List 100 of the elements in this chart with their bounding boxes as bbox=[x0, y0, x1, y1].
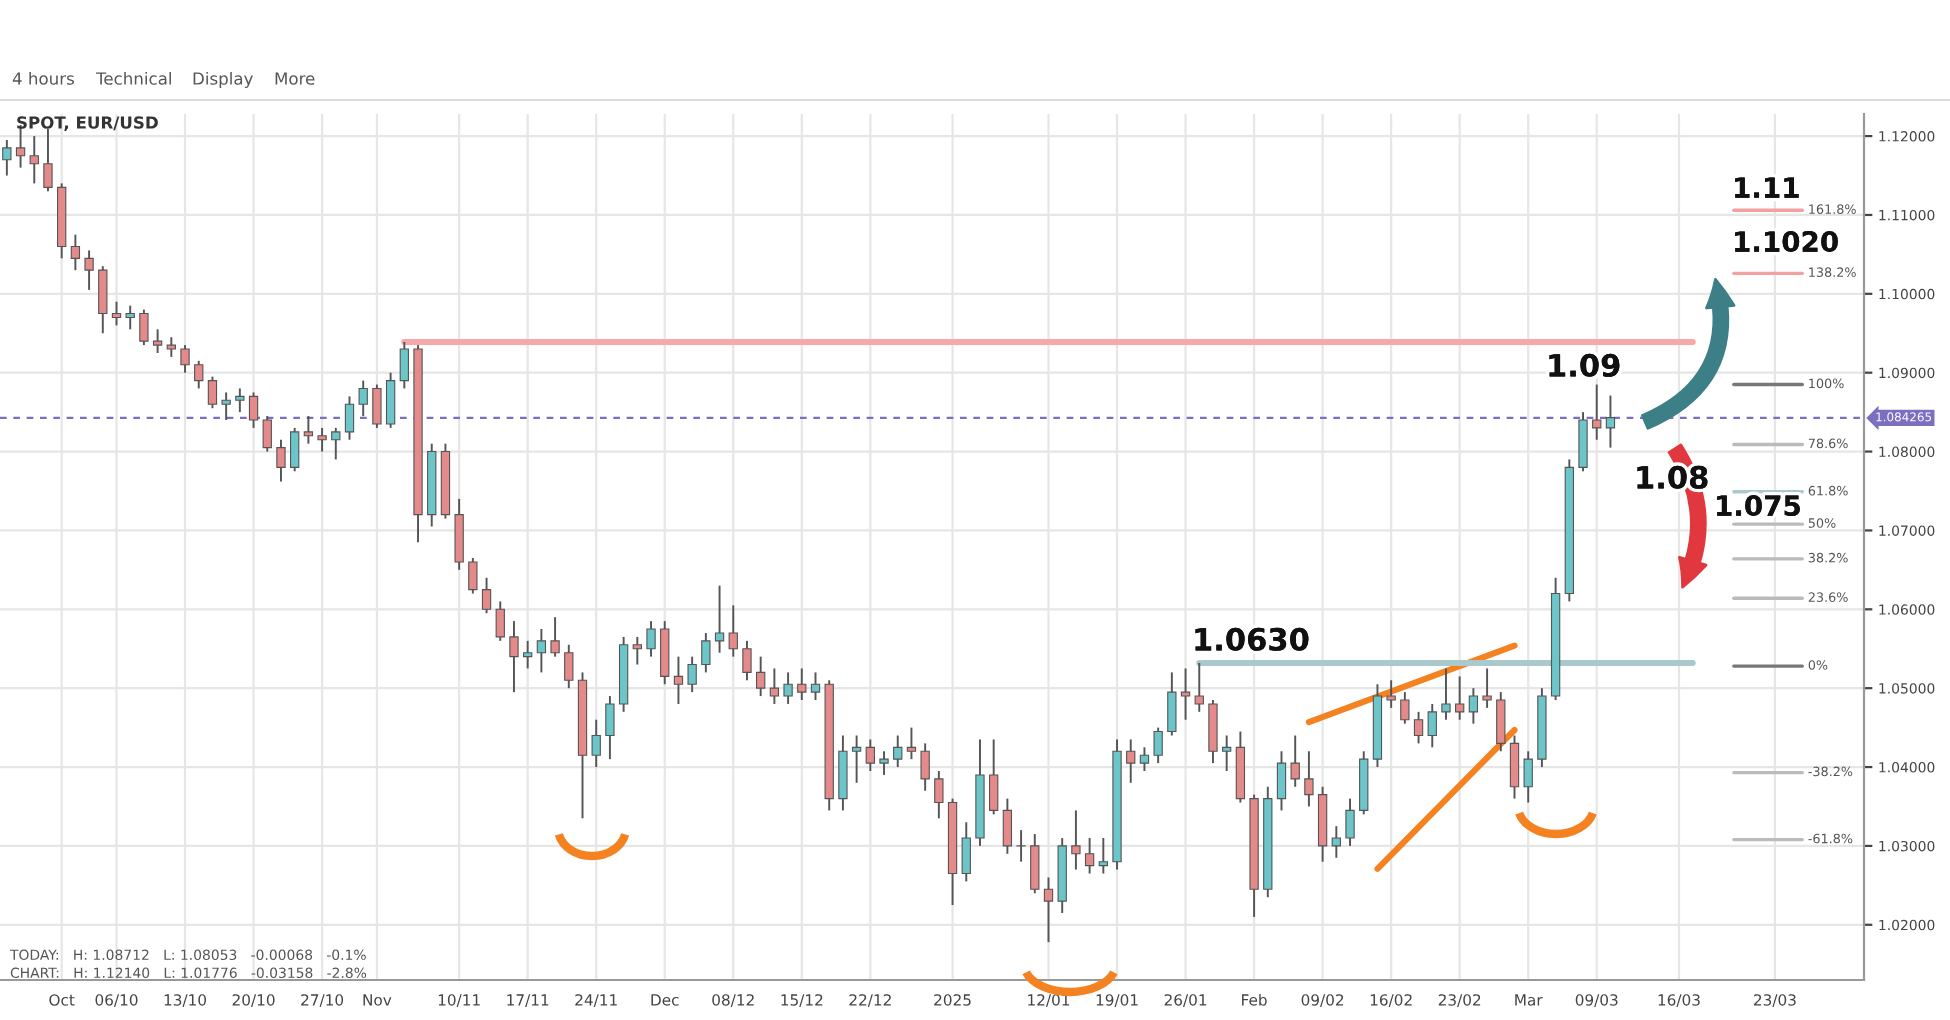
candlestick bbox=[1098, 837, 1108, 875]
candlestick bbox=[906, 726, 917, 761]
candlestick bbox=[1043, 876, 1054, 944]
candlestick bbox=[605, 695, 615, 761]
candlestick bbox=[509, 620, 519, 694]
candlestick bbox=[961, 821, 971, 883]
candlestick bbox=[180, 344, 190, 374]
text: Technical bbox=[95, 71, 171, 85]
candlestick bbox=[1126, 738, 1136, 784]
candlestick bbox=[1345, 797, 1355, 847]
candlestick bbox=[687, 655, 697, 694]
candlestick bbox=[1153, 726, 1163, 765]
candlestick bbox=[1400, 691, 1410, 725]
candlestick bbox=[344, 395, 355, 441]
candlestick bbox=[303, 415, 314, 445]
candlestick bbox=[331, 426, 341, 461]
annotation: 1.1020 bbox=[1735, 231, 1838, 253]
candlestick bbox=[1427, 702, 1437, 749]
candlestick bbox=[111, 300, 122, 327]
candlestick bbox=[43, 128, 53, 193]
candlestick bbox=[934, 770, 944, 820]
candlestick bbox=[1386, 679, 1396, 709]
candlestick bbox=[989, 738, 999, 816]
candlestick bbox=[1578, 411, 1588, 473]
candlestick bbox=[207, 375, 218, 410]
text: 4 hours bbox=[12, 71, 74, 85]
candlestick bbox=[1413, 710, 1424, 745]
candlestick bbox=[1194, 661, 1204, 713]
candlestick bbox=[1605, 394, 1616, 449]
candlestick bbox=[1304, 750, 1314, 808]
candlestick bbox=[714, 584, 725, 654]
candlestick bbox=[468, 557, 478, 595]
candlestick bbox=[1509, 734, 1520, 800]
candlestick bbox=[879, 750, 889, 776]
candlestick bbox=[742, 639, 752, 682]
candlestick bbox=[2, 139, 12, 177]
candlestick bbox=[1276, 750, 1287, 812]
candlestick bbox=[385, 371, 396, 429]
candlestick bbox=[1208, 699, 1218, 765]
candlestick bbox=[290, 426, 300, 473]
candlestick bbox=[1290, 734, 1300, 788]
candlestick bbox=[893, 734, 903, 769]
candlestick bbox=[920, 742, 930, 792]
candlestick bbox=[262, 415, 272, 453]
candlestick bbox=[851, 734, 862, 784]
candlestick bbox=[1084, 837, 1095, 875]
candlestick bbox=[1222, 734, 1232, 772]
candlestick bbox=[673, 655, 684, 705]
candlestick bbox=[125, 304, 135, 331]
candlestick bbox=[1496, 691, 1506, 753]
candlestick bbox=[276, 438, 286, 483]
candlestick bbox=[495, 600, 505, 642]
candlestick bbox=[98, 265, 108, 335]
candlestick bbox=[194, 359, 204, 390]
candlestick bbox=[454, 497, 464, 571]
text: More bbox=[275, 72, 315, 85]
candlestick bbox=[1071, 809, 1081, 871]
annotation: 1.075 bbox=[1717, 495, 1800, 517]
candlestick bbox=[235, 387, 245, 414]
candlestick bbox=[372, 383, 382, 429]
candlestick bbox=[1523, 750, 1533, 804]
annotation: 1.11 bbox=[1735, 177, 1799, 198]
candlestick bbox=[1002, 797, 1013, 855]
candlestick bbox=[1482, 667, 1492, 709]
candlestick bbox=[358, 379, 368, 418]
annotation: 1.0630 bbox=[1195, 627, 1309, 651]
candlestick bbox=[591, 718, 601, 769]
candlestick bbox=[1592, 383, 1602, 441]
candlestick bbox=[1139, 746, 1150, 772]
candlestick bbox=[1441, 667, 1451, 721]
candlestick bbox=[481, 576, 492, 615]
candlestick bbox=[221, 391, 231, 421]
candlestick bbox=[139, 308, 149, 347]
annotation: 1.09 bbox=[1549, 353, 1620, 377]
candlestick bbox=[728, 604, 738, 658]
candlestick bbox=[1167, 671, 1177, 737]
candlestick bbox=[1331, 825, 1341, 859]
chart-title: SPOT, EUR/USD bbox=[17, 116, 158, 131]
candlestick bbox=[152, 328, 163, 354]
candlestick bbox=[1016, 829, 1026, 863]
text: Display bbox=[193, 71, 253, 89]
candlestick bbox=[810, 671, 821, 701]
candlestick bbox=[1030, 833, 1040, 895]
candlestick bbox=[1468, 687, 1479, 725]
candlestick bbox=[523, 639, 533, 670]
candlestick bbox=[399, 340, 409, 390]
candlestick bbox=[769, 667, 780, 705]
candlestick bbox=[838, 734, 848, 812]
candlestick bbox=[317, 426, 327, 453]
candlestick bbox=[166, 336, 176, 358]
candlestick bbox=[1455, 675, 1465, 721]
candlestick bbox=[756, 655, 766, 698]
candlestick bbox=[797, 667, 807, 701]
candlestick bbox=[564, 643, 574, 690]
candlestick bbox=[248, 391, 259, 429]
candlestick bbox=[632, 635, 642, 666]
candlestick bbox=[701, 632, 711, 674]
candlestick bbox=[865, 738, 875, 772]
candlestick bbox=[783, 671, 793, 705]
candlestick bbox=[84, 249, 94, 291]
